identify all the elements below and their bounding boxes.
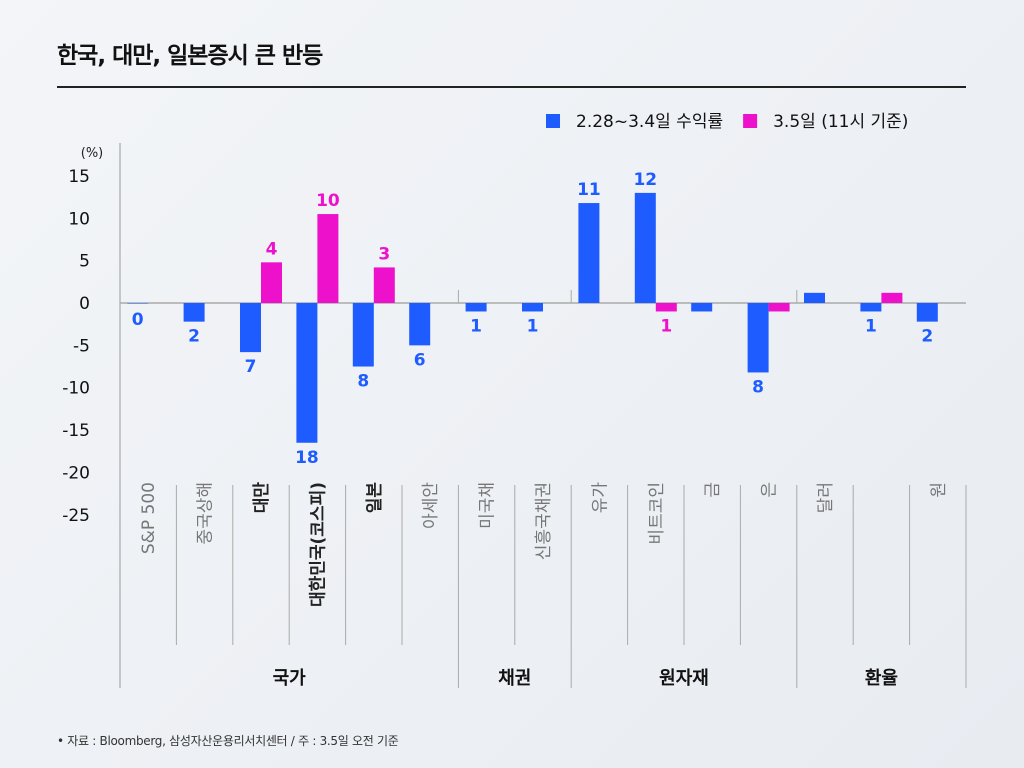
y-tick-label: -15: [62, 421, 90, 441]
y-tick-label: 0: [79, 294, 90, 314]
bar: [691, 303, 713, 312]
legend-swatch: [743, 114, 758, 128]
category-label: 유가: [590, 482, 610, 514]
category-label: 금: [703, 482, 723, 498]
category-label: 은: [760, 482, 780, 498]
category-label: S&P 500: [139, 482, 159, 554]
data-label: 1: [865, 316, 877, 336]
y-tick-label: 10: [68, 209, 90, 229]
data-label: 0: [132, 310, 144, 330]
bar: [522, 303, 543, 312]
category-label: 원: [929, 482, 949, 498]
data-label: 8: [357, 372, 369, 392]
bar: [881, 292, 903, 303]
legend-label: 2.28~3.4일 수익률: [576, 112, 723, 132]
category-label: 달러: [816, 482, 836, 513]
page-title: 한국, 대만, 일본증시 큰 반등: [57, 43, 323, 69]
bar: [317, 214, 339, 303]
data-label: 1: [470, 316, 482, 336]
group-label: 채권: [498, 668, 531, 689]
category-label: 비트코인: [647, 482, 667, 545]
group-label: 원자재: [659, 668, 709, 689]
bar: [634, 192, 656, 303]
data-label: 18: [295, 448, 319, 468]
data-label: 2: [921, 327, 933, 347]
bar: [860, 303, 882, 312]
bar: [296, 303, 318, 443]
data-label: 6: [414, 350, 426, 370]
y-tick-label: -10: [62, 379, 90, 399]
data-label: 10: [316, 191, 340, 211]
bar: [183, 303, 205, 322]
bar: [804, 292, 825, 303]
bar: [747, 303, 769, 373]
category-label: 신흥국채권: [534, 482, 554, 560]
category-label: 중국상해: [196, 482, 216, 545]
bar: [127, 303, 149, 304]
y-tick-label: -5: [73, 336, 90, 356]
data-label: 12: [633, 170, 657, 190]
title-divider: [57, 86, 966, 88]
bar: [768, 303, 790, 312]
data-label: 11: [577, 180, 601, 200]
data-label: 2: [188, 327, 200, 347]
data-label: 3: [378, 244, 390, 264]
y-tick-label: -25: [62, 506, 90, 526]
data-label: 4: [266, 239, 278, 259]
bar: [352, 303, 374, 367]
category-label: 미국채: [478, 482, 498, 529]
data-label: 1: [527, 316, 539, 336]
category-label: 대만: [252, 482, 272, 514]
y-tick-label: 5: [79, 252, 90, 272]
bar: [916, 303, 938, 322]
group-label: 국가: [273, 668, 307, 689]
y-axis-unit: (%): [81, 146, 104, 161]
y-tick-label: -20: [62, 463, 90, 483]
category-label: 일본: [365, 482, 385, 514]
data-label: 8: [752, 377, 764, 397]
data-label: 7: [245, 357, 257, 377]
category-label: 대한민국(코스피): [308, 482, 328, 607]
legend-label: 3.5일 (11시 기준): [773, 112, 908, 132]
group-label: 환율: [865, 667, 898, 689]
bar: [465, 303, 487, 312]
bar: [578, 203, 600, 303]
bar: [261, 262, 282, 303]
legend-swatch: [546, 114, 560, 128]
bar: [655, 303, 677, 312]
bar: [409, 303, 431, 346]
bar: [373, 267, 395, 303]
bar: [240, 303, 261, 353]
y-tick-label: 15: [68, 167, 90, 187]
data-label: 1: [660, 316, 672, 336]
category-label: 아세안: [421, 482, 441, 529]
source-note: • 자료 : Bloomberg, 삼성자산운용리서치센터 / 주 : 3.5일…: [57, 734, 399, 748]
